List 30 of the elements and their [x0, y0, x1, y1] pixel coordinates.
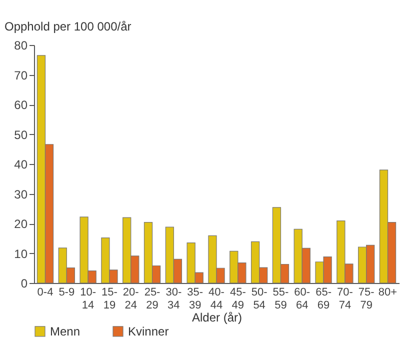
x-tick-label: 40- 44: [208, 286, 225, 312]
legend-label: Kvinner: [128, 324, 169, 338]
x-tick-label: 65- 69: [316, 286, 332, 312]
y-axis-title: Opphold per 100 000/år: [4, 20, 132, 34]
y-tick-label: 60: [14, 98, 28, 112]
y-tick-label: 30: [14, 187, 28, 202]
y-tick-label: 0: [20, 276, 28, 290]
x-axis-title: Alder (år): [192, 310, 242, 324]
x-tick-label: 70- 74: [336, 286, 354, 312]
x-tick-label: 60- 64: [294, 286, 310, 312]
y-tick-label: 70: [14, 68, 28, 82]
x-tick-label: 50- 54: [251, 286, 268, 312]
x-tick-label: 20- 24: [122, 286, 140, 312]
x-tick-label: 30- 34: [166, 286, 182, 312]
y-tick-label: 40: [14, 158, 28, 172]
x-tick-label: 55- 59: [272, 286, 290, 312]
x-tick-label: 25- 29: [144, 286, 161, 312]
x-tick-label: 5-9: [58, 286, 75, 298]
legend-label: Menn: [50, 324, 80, 338]
y-tick-label: 20: [14, 217, 28, 231]
y-tick-label: 10: [14, 246, 28, 261]
x-tick-label: 0-4: [37, 286, 54, 298]
y-tick-label: 80: [14, 38, 28, 52]
y-tick-label: 50: [14, 128, 28, 142]
x-tick-label: 15- 19: [102, 286, 118, 312]
x-tick-label: 10- 14: [80, 286, 96, 312]
x-tick-label: 35- 39: [187, 286, 204, 312]
x-tick-label: 80+: [378, 286, 398, 298]
x-tick-label: 45- 49: [230, 286, 246, 312]
x-tick-label: 75- 79: [358, 286, 375, 312]
